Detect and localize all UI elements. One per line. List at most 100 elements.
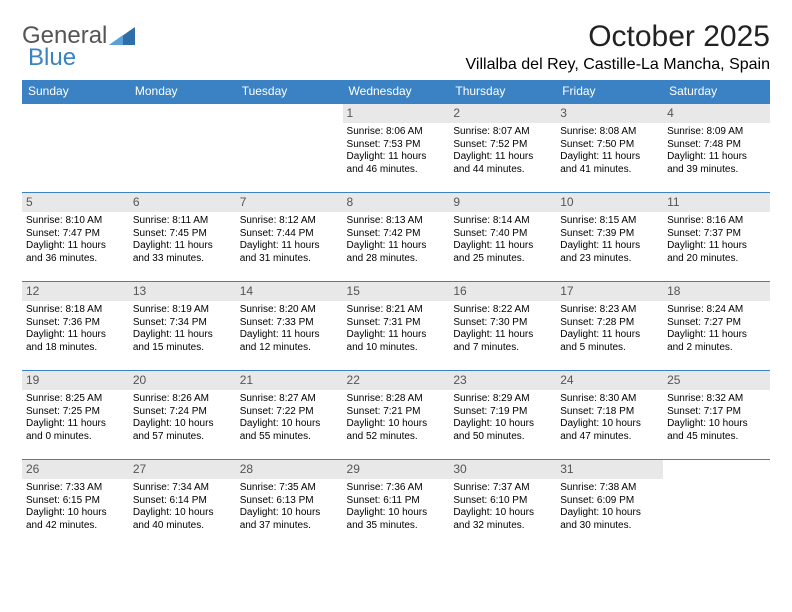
day-details: Sunrise: 8:21 AMSunset: 7:31 PMDaylight:…: [347, 304, 446, 354]
calendar-day-cell: 31Sunrise: 7:38 AMSunset: 6:09 PMDayligh…: [556, 459, 663, 548]
day-details: Sunrise: 8:24 AMSunset: 7:27 PMDaylight:…: [667, 304, 766, 354]
calendar-day-cell: 17Sunrise: 8:23 AMSunset: 7:28 PMDayligh…: [556, 281, 663, 370]
weekday-header: Sunday: [22, 80, 129, 104]
day-number: 9: [449, 193, 556, 213]
calendar-day-cell: 28Sunrise: 7:35 AMSunset: 6:13 PMDayligh…: [236, 459, 343, 548]
calendar-day-cell: 16Sunrise: 8:22 AMSunset: 7:30 PMDayligh…: [449, 281, 556, 370]
day-details: Sunrise: 8:09 AMSunset: 7:48 PMDaylight:…: [667, 126, 766, 176]
day-details: Sunrise: 7:33 AMSunset: 6:15 PMDaylight:…: [26, 482, 125, 532]
calendar-week-row: 5Sunrise: 8:10 AMSunset: 7:47 PMDaylight…: [22, 192, 770, 281]
page-subtitle: Villalba del Rey, Castille-La Mancha, Sp…: [22, 56, 770, 74]
day-number: 21: [236, 371, 343, 391]
calendar-day-cell: 5Sunrise: 8:10 AMSunset: 7:47 PMDaylight…: [22, 192, 129, 281]
day-number: 3: [556, 104, 663, 124]
day-details: Sunrise: 8:29 AMSunset: 7:19 PMDaylight:…: [453, 393, 552, 443]
calendar-day-cell: 7Sunrise: 8:12 AMSunset: 7:44 PMDaylight…: [236, 192, 343, 281]
calendar-day-cell: [22, 104, 129, 193]
day-details: Sunrise: 8:15 AMSunset: 7:39 PMDaylight:…: [560, 215, 659, 265]
brand-triangle-icon: [109, 27, 135, 45]
calendar-day-cell: [236, 104, 343, 193]
calendar-day-cell: 14Sunrise: 8:20 AMSunset: 7:33 PMDayligh…: [236, 281, 343, 370]
day-details: Sunrise: 8:13 AMSunset: 7:42 PMDaylight:…: [347, 215, 446, 265]
day-details: Sunrise: 8:20 AMSunset: 7:33 PMDaylight:…: [240, 304, 339, 354]
calendar-day-cell: [663, 459, 770, 548]
weekday-header-row: Sunday Monday Tuesday Wednesday Thursday…: [22, 80, 770, 104]
calendar-day-cell: 3Sunrise: 8:08 AMSunset: 7:50 PMDaylight…: [556, 104, 663, 193]
calendar-day-cell: 2Sunrise: 8:07 AMSunset: 7:52 PMDaylight…: [449, 104, 556, 193]
day-details: Sunrise: 8:10 AMSunset: 7:47 PMDaylight:…: [26, 215, 125, 265]
calendar-week-row: 1Sunrise: 8:06 AMSunset: 7:53 PMDaylight…: [22, 104, 770, 193]
brand-part2: Blue: [28, 44, 76, 72]
day-number: 16: [449, 282, 556, 302]
calendar-day-cell: [129, 104, 236, 193]
day-number: 26: [22, 460, 129, 480]
day-details: Sunrise: 7:36 AMSunset: 6:11 PMDaylight:…: [347, 482, 446, 532]
calendar-day-cell: 19Sunrise: 8:25 AMSunset: 7:25 PMDayligh…: [22, 370, 129, 459]
calendar-day-cell: 11Sunrise: 8:16 AMSunset: 7:37 PMDayligh…: [663, 192, 770, 281]
weekday-header: Saturday: [663, 80, 770, 104]
day-details: Sunrise: 7:37 AMSunset: 6:10 PMDaylight:…: [453, 482, 552, 532]
day-number: 11: [663, 193, 770, 213]
calendar-day-cell: 12Sunrise: 8:18 AMSunset: 7:36 PMDayligh…: [22, 281, 129, 370]
day-details: Sunrise: 8:18 AMSunset: 7:36 PMDaylight:…: [26, 304, 125, 354]
calendar-day-cell: 8Sunrise: 8:13 AMSunset: 7:42 PMDaylight…: [343, 192, 450, 281]
day-number: 13: [129, 282, 236, 302]
day-details: Sunrise: 8:07 AMSunset: 7:52 PMDaylight:…: [453, 126, 552, 176]
calendar-day-cell: 23Sunrise: 8:29 AMSunset: 7:19 PMDayligh…: [449, 370, 556, 459]
weekday-header: Friday: [556, 80, 663, 104]
calendar-day-cell: 9Sunrise: 8:14 AMSunset: 7:40 PMDaylight…: [449, 192, 556, 281]
day-details: Sunrise: 8:12 AMSunset: 7:44 PMDaylight:…: [240, 215, 339, 265]
calendar-week-row: 26Sunrise: 7:33 AMSunset: 6:15 PMDayligh…: [22, 459, 770, 548]
day-details: Sunrise: 8:25 AMSunset: 7:25 PMDaylight:…: [26, 393, 125, 443]
day-details: Sunrise: 8:27 AMSunset: 7:22 PMDaylight:…: [240, 393, 339, 443]
calendar-day-cell: 18Sunrise: 8:24 AMSunset: 7:27 PMDayligh…: [663, 281, 770, 370]
day-number: 1: [343, 104, 450, 124]
calendar-day-cell: 20Sunrise: 8:26 AMSunset: 7:24 PMDayligh…: [129, 370, 236, 459]
day-details: Sunrise: 8:11 AMSunset: 7:45 PMDaylight:…: [133, 215, 232, 265]
day-number: 6: [129, 193, 236, 213]
weekday-header: Wednesday: [343, 80, 450, 104]
calendar-day-cell: 25Sunrise: 8:32 AMSunset: 7:17 PMDayligh…: [663, 370, 770, 459]
weekday-header: Tuesday: [236, 80, 343, 104]
calendar-day-cell: 26Sunrise: 7:33 AMSunset: 6:15 PMDayligh…: [22, 459, 129, 548]
day-details: Sunrise: 8:16 AMSunset: 7:37 PMDaylight:…: [667, 215, 766, 265]
day-number: 14: [236, 282, 343, 302]
day-details: Sunrise: 8:08 AMSunset: 7:50 PMDaylight:…: [560, 126, 659, 176]
day-details: Sunrise: 8:14 AMSunset: 7:40 PMDaylight:…: [453, 215, 552, 265]
day-number: 25: [663, 371, 770, 391]
day-number: 12: [22, 282, 129, 302]
day-details: Sunrise: 7:38 AMSunset: 6:09 PMDaylight:…: [560, 482, 659, 532]
calendar-day-cell: 24Sunrise: 8:30 AMSunset: 7:18 PMDayligh…: [556, 370, 663, 459]
day-number: 5: [22, 193, 129, 213]
day-number: 10: [556, 193, 663, 213]
day-number: 30: [449, 460, 556, 480]
weekday-header: Monday: [129, 80, 236, 104]
day-details: Sunrise: 8:30 AMSunset: 7:18 PMDaylight:…: [560, 393, 659, 443]
day-number: 28: [236, 460, 343, 480]
day-number: 27: [129, 460, 236, 480]
calendar-day-cell: 10Sunrise: 8:15 AMSunset: 7:39 PMDayligh…: [556, 192, 663, 281]
calendar-day-cell: 22Sunrise: 8:28 AMSunset: 7:21 PMDayligh…: [343, 370, 450, 459]
day-number: 22: [343, 371, 450, 391]
day-number: 24: [556, 371, 663, 391]
day-number: 20: [129, 371, 236, 391]
calendar-week-row: 12Sunrise: 8:18 AMSunset: 7:36 PMDayligh…: [22, 281, 770, 370]
calendar-day-cell: 27Sunrise: 7:34 AMSunset: 6:14 PMDayligh…: [129, 459, 236, 548]
day-details: Sunrise: 8:19 AMSunset: 7:34 PMDaylight:…: [133, 304, 232, 354]
day-details: Sunrise: 8:22 AMSunset: 7:30 PMDaylight:…: [453, 304, 552, 354]
day-details: Sunrise: 8:23 AMSunset: 7:28 PMDaylight:…: [560, 304, 659, 354]
day-details: Sunrise: 8:28 AMSunset: 7:21 PMDaylight:…: [347, 393, 446, 443]
weekday-header: Thursday: [449, 80, 556, 104]
calendar-day-cell: 6Sunrise: 8:11 AMSunset: 7:45 PMDaylight…: [129, 192, 236, 281]
day-number: 29: [343, 460, 450, 480]
calendar-day-cell: 13Sunrise: 8:19 AMSunset: 7:34 PMDayligh…: [129, 281, 236, 370]
day-details: Sunrise: 8:26 AMSunset: 7:24 PMDaylight:…: [133, 393, 232, 443]
day-details: Sunrise: 7:34 AMSunset: 6:14 PMDaylight:…: [133, 482, 232, 532]
calendar-day-cell: 4Sunrise: 8:09 AMSunset: 7:48 PMDaylight…: [663, 104, 770, 193]
day-number: 8: [343, 193, 450, 213]
day-number: 31: [556, 460, 663, 480]
calendar-day-cell: 30Sunrise: 7:37 AMSunset: 6:10 PMDayligh…: [449, 459, 556, 548]
day-details: Sunrise: 8:32 AMSunset: 7:17 PMDaylight:…: [667, 393, 766, 443]
day-number: 15: [343, 282, 450, 302]
day-number: 18: [663, 282, 770, 302]
